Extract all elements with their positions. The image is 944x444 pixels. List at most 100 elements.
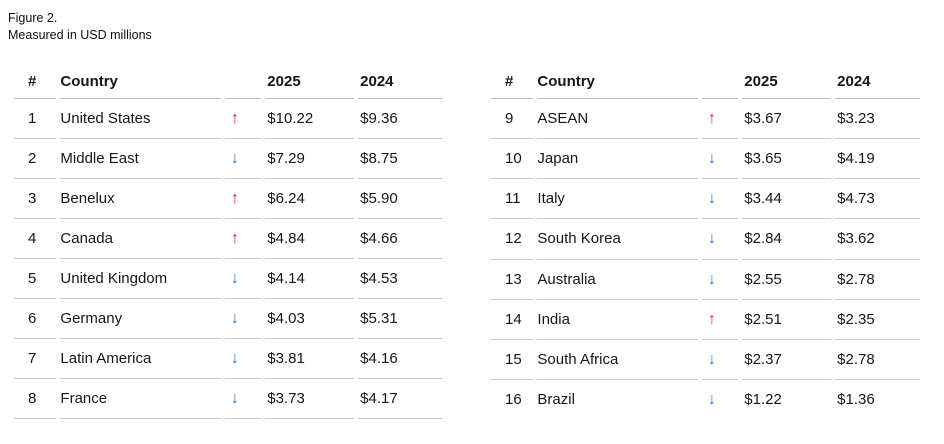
header-row: # Country 2025 2024 <box>491 65 920 99</box>
value-2025-cell: $4.14 <box>265 259 355 299</box>
trend-cell: ↓ <box>701 260 739 300</box>
value-2025-cell: $3.81 <box>265 339 355 379</box>
country-cell: ASEAN <box>537 99 698 140</box>
country-cell: Latin America <box>60 339 221 379</box>
value-2024-cell: $5.31 <box>358 299 443 339</box>
trend-arrow-icon: ↓ <box>230 390 239 407</box>
value-2025-cell: $3.67 <box>742 99 832 140</box>
ranking-table-left: # Country 2025 2024 1 United States ↑ $1… <box>10 65 447 419</box>
figure-subtitle: Measured in USD millions <box>8 28 152 42</box>
trend-arrow-icon: ↓ <box>230 150 239 167</box>
table-row: 1 United States ↑ $10.22 $9.36 <box>14 99 443 139</box>
value-2024-cell: $4.73 <box>835 179 920 220</box>
column-header-trend <box>701 65 739 99</box>
table-row: 11 Italy ↓ $3.44 $4.73 <box>491 179 920 220</box>
country-cell: India <box>537 300 698 340</box>
value-2024-cell: $4.17 <box>358 379 443 419</box>
value-2025-cell: $2.55 <box>742 260 832 300</box>
column-header-2025: 2025 <box>265 65 355 99</box>
value-2024-cell: $4.66 <box>358 219 443 259</box>
country-cell: Benelux <box>60 179 221 219</box>
column-header-rank: # <box>14 65 57 99</box>
rank-cell: 12 <box>491 219 534 260</box>
country-cell: Italy <box>537 179 698 220</box>
trend-arrow-icon: ↓ <box>707 190 716 208</box>
trend-arrow-icon: ↓ <box>707 270 716 288</box>
value-2024-cell: $3.23 <box>835 99 920 140</box>
rank-cell: 5 <box>14 259 57 299</box>
country-cell: Australia <box>537 260 698 300</box>
trend-arrow-icon: ↑ <box>707 110 716 128</box>
table-row: 7 Latin America ↓ $3.81 $4.16 <box>14 339 443 379</box>
value-2025-cell: $2.84 <box>742 219 832 260</box>
value-2024-cell: $1.36 <box>837 390 875 408</box>
table-row: 2 Middle East ↓ $7.29 $8.75 <box>14 139 443 179</box>
trend-arrow-icon: ↓ <box>707 230 716 248</box>
value-2024-cell: $4.53 <box>358 259 443 299</box>
value-2025-cell: $1.22 <box>744 390 782 408</box>
rank-cell: 15 <box>491 340 534 380</box>
country-cell: Middle East <box>60 139 221 179</box>
rank-cell: 7 <box>14 339 57 379</box>
trend-arrow-icon: ↑ <box>230 110 239 127</box>
trend-cell: ↓ <box>224 379 262 419</box>
value-2025-cell: $6.24 <box>265 179 355 219</box>
country-cell: United Kingdom <box>60 259 221 299</box>
trend-cell: ↓ <box>701 179 739 220</box>
country-cell: Brazil <box>537 390 575 408</box>
table-row: 16 Brazil ↓ $1.22 $1.36 <box>491 380 920 419</box>
value-2024-cell: $8.75 <box>358 139 443 179</box>
trend-arrow-icon: ↑ <box>230 230 239 247</box>
rank-cell: 16 <box>505 390 522 408</box>
column-header-2024: 2024 <box>358 65 443 99</box>
rank-cell: 14 <box>491 300 534 340</box>
value-2024-cell: $2.35 <box>835 300 920 340</box>
country-cell: Germany <box>60 299 221 339</box>
rank-cell: 3 <box>14 179 57 219</box>
trend-cell: ↓ <box>701 219 739 260</box>
table-row: 15 South Africa ↓ $2.37 $2.78 <box>491 340 920 380</box>
trend-cell: ↓ <box>701 340 739 380</box>
trend-arrow-icon: ↓ <box>707 150 716 168</box>
value-2024-cell: $9.36 <box>358 99 443 139</box>
figure-label: Figure 2. <box>8 11 58 25</box>
value-2025-cell: $7.29 <box>265 139 355 179</box>
value-2025-cell: $2.37 <box>742 340 832 380</box>
table-row: 4 Canada ↑ $4.84 $4.66 <box>14 219 443 259</box>
table-row: 6 Germany ↓ $4.03 $5.31 <box>14 299 443 339</box>
table-row: 3 Benelux ↑ $6.24 $5.90 <box>14 179 443 219</box>
column-header-rank: # <box>491 65 534 99</box>
value-2024-cell: $3.62 <box>835 219 920 260</box>
value-2024-cell: $4.16 <box>358 339 443 379</box>
trend-cell: ↑ <box>224 99 262 139</box>
trend-cell: ↓ <box>702 380 738 419</box>
trend-arrow-icon: ↓ <box>230 310 239 327</box>
table-row: 8 France ↓ $3.73 $4.17 <box>14 379 443 419</box>
trend-arrow-icon: ↓ <box>230 350 239 367</box>
trend-arrow-icon: ↑ <box>230 190 239 207</box>
value-2025-cell: $4.03 <box>265 299 355 339</box>
column-header-trend <box>224 65 262 99</box>
column-header-2024: 2024 <box>835 65 920 99</box>
rank-cell: 9 <box>491 99 534 140</box>
rank-cell: 2 <box>14 139 57 179</box>
trend-arrow-icon: ↑ <box>707 310 716 328</box>
value-2025-cell: $4.84 <box>265 219 355 259</box>
country-cell: Canada <box>60 219 221 259</box>
column-header-country: Country <box>60 65 221 99</box>
trend-arrow-icon: ↓ <box>707 390 716 408</box>
trend-arrow-icon: ↓ <box>230 270 239 287</box>
country-cell: South Africa <box>537 340 698 380</box>
table-row: 9 ASEAN ↑ $3.67 $3.23 <box>491 99 920 140</box>
trend-cell: ↓ <box>224 299 262 339</box>
rank-cell: 13 <box>491 260 534 300</box>
ranking-tables: # Country 2025 2024 1 United States ↑ $1… <box>10 65 944 419</box>
value-2024-cell: $5.90 <box>358 179 443 219</box>
table-row: 14 India ↑ $2.51 $2.35 <box>491 300 920 340</box>
figure-page: Figure 2. Measured in USD millions # Cou… <box>8 11 944 419</box>
rank-cell: 1 <box>14 99 57 139</box>
trend-arrow-icon: ↓ <box>707 350 716 368</box>
value-2025-cell: $10.22 <box>265 99 355 139</box>
rank-cell: 10 <box>491 139 534 180</box>
rank-cell: 4 <box>14 219 57 259</box>
